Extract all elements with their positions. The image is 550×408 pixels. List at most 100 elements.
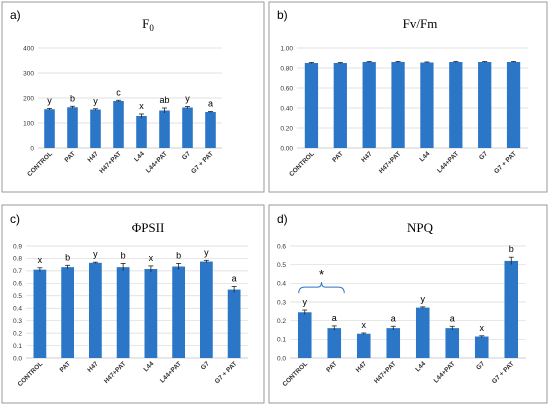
y-tick-label: 0.1 (13, 343, 22, 350)
bar (504, 260, 519, 358)
y-tick-label: 0.5 (277, 262, 286, 269)
y-tick-label: 400 (23, 45, 34, 52)
x-tick-label: G7 (478, 150, 489, 161)
panel-frame (1, 1, 265, 193)
y-tick-label: 0.6 (277, 243, 286, 250)
significance-letter: a (450, 313, 455, 323)
y-tick-label: 0.00 (280, 145, 293, 152)
bar (386, 328, 401, 358)
y-tick-label: 0.3 (13, 318, 22, 325)
chart-title: ΦPSII (132, 220, 165, 235)
bar (205, 112, 216, 148)
bar (159, 110, 170, 148)
bar (61, 267, 75, 358)
y-tick-label: 0.40 (280, 105, 293, 112)
bar (327, 328, 342, 358)
chart-title-subscript: 0 (149, 23, 154, 33)
significance-letter: y (93, 96, 98, 106)
significance-letter: y (303, 297, 308, 307)
y-tick-label: 0.5 (13, 293, 22, 300)
bar (88, 262, 102, 358)
panel-label: a) (10, 8, 21, 22)
significance-letter: y (47, 96, 52, 106)
significance-letter: x (38, 255, 43, 265)
bar (474, 336, 489, 358)
y-tick-label: 1.00 (280, 45, 293, 52)
y-tick-label: 0.9 (13, 243, 22, 250)
significance-letter: x (139, 101, 144, 111)
bar (362, 62, 376, 148)
y-tick-label: 0.80 (280, 65, 293, 72)
panel-label: c) (10, 212, 20, 226)
y-tick-label: 0.4 (277, 281, 286, 288)
chart-title: NPQ (407, 220, 434, 235)
bar (304, 63, 319, 148)
y-tick-label: 300 (23, 70, 34, 77)
bar (391, 62, 405, 148)
bar (44, 109, 55, 148)
significance-letter: a (391, 313, 396, 323)
y-tick-label: 0 (30, 145, 34, 152)
y-tick-label: 0.2 (277, 318, 286, 325)
y-tick-label: 0.3 (277, 299, 286, 306)
bar (172, 266, 186, 358)
x-tick-label: G7 (475, 360, 486, 371)
bar (506, 62, 521, 148)
bar (113, 101, 124, 148)
significance-letter: a (232, 273, 237, 283)
bar (420, 62, 434, 148)
significance-letter: a (208, 99, 213, 109)
chart-panel-1: a)F00100200300400yCONTROLbPATyH47cH47+PA… (1, 1, 265, 193)
chart-title: Fv/Fm (403, 16, 438, 31)
significance-letter: b (509, 244, 514, 254)
significance-letter: y (93, 249, 98, 259)
y-tick-label: 0.0 (13, 355, 22, 362)
panel-frame (268, 204, 548, 404)
chart-panel-3: c)ΦPSII0.00.10.20.30.40.50.60.70.80.9xCO… (1, 204, 265, 404)
significance-letter: b (70, 93, 75, 103)
bar (33, 269, 47, 358)
x-tick-label: G7 (200, 360, 211, 371)
significance-letter: c (116, 87, 121, 97)
bar (116, 267, 130, 358)
panel-label: b) (277, 8, 288, 22)
bar (136, 116, 147, 148)
y-tick-label: 0.20 (280, 125, 293, 132)
y-tick-label: 0.6 (13, 281, 22, 288)
significance-letter: b (176, 250, 181, 260)
y-tick-label: 200 (23, 95, 34, 102)
bar (333, 63, 347, 148)
bar (415, 307, 430, 358)
chart-panel-4: d)NPQ0.00.10.20.30.40.50.6yCONTROLaPATxH… (268, 204, 548, 404)
y-tick-label: 100 (23, 120, 34, 127)
y-tick-label: 0.60 (280, 85, 293, 92)
y-tick-label: 0.8 (13, 256, 22, 263)
bar (356, 333, 371, 358)
bar (478, 62, 492, 148)
bar (67, 107, 78, 148)
bar (449, 62, 463, 148)
y-tick-label: 0.4 (13, 306, 22, 313)
significance-letter: x (480, 323, 485, 333)
y-tick-label: 0.0 (277, 355, 286, 362)
significance-letter: y (185, 94, 190, 104)
bracket (298, 282, 345, 294)
bracket-annotation: * (319, 267, 324, 282)
bar (144, 269, 158, 358)
bar (90, 109, 101, 148)
y-tick-label: 0.2 (13, 330, 22, 337)
bar (199, 261, 213, 358)
significance-letter: b (65, 252, 70, 262)
panel-label: d) (277, 212, 288, 226)
significance-letter: ab (159, 95, 169, 105)
significance-letter: x (149, 253, 154, 263)
y-tick-label: 0.1 (277, 337, 286, 344)
significance-letter: y (204, 247, 209, 257)
x-tick-label: G7 (181, 150, 192, 161)
significance-letter: b (121, 250, 126, 260)
significance-letter: y (421, 294, 426, 304)
bar (297, 312, 312, 358)
y-tick-label: 0.7 (13, 268, 22, 275)
